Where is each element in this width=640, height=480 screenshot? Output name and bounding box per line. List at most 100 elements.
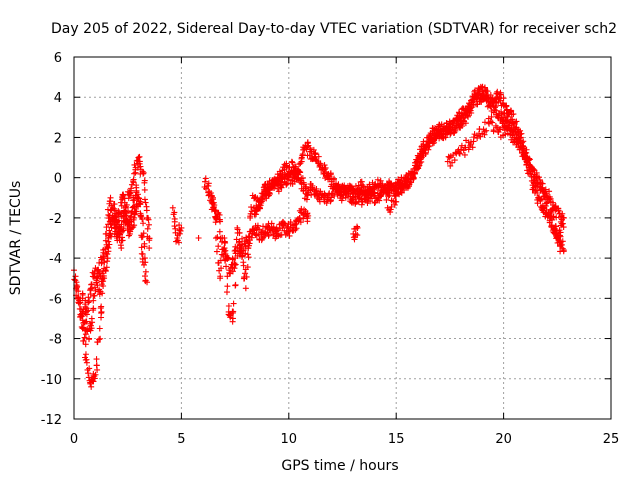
data-point (85, 299, 92, 306)
data-point (141, 196, 148, 203)
data-point (501, 122, 508, 129)
data-point (236, 230, 243, 237)
data-point (247, 228, 254, 235)
data-point (493, 107, 500, 114)
data-point (285, 228, 292, 235)
data-point (383, 196, 390, 203)
data-point (225, 303, 232, 310)
data-point (507, 131, 514, 138)
data-point (550, 213, 557, 220)
data-point (133, 208, 140, 215)
data-point (103, 264, 110, 271)
data-point (88, 281, 95, 288)
data-point (284, 223, 291, 230)
y-tick-label: 6 (54, 51, 62, 66)
data-point (243, 234, 250, 241)
data-point (141, 177, 148, 184)
data-point (94, 275, 101, 282)
data-point (90, 378, 97, 385)
data-point (232, 243, 239, 250)
data-point (359, 181, 366, 188)
data-point (97, 288, 104, 295)
data-point (474, 101, 481, 108)
y-tick-label: -8 (49, 333, 62, 348)
data-point (106, 241, 113, 248)
data-point (248, 204, 255, 211)
data-point (348, 196, 355, 203)
data-point (429, 128, 436, 135)
data-point (142, 199, 149, 206)
data-point (138, 244, 145, 251)
data-point (360, 183, 367, 190)
data-point (113, 231, 120, 238)
data-point (103, 251, 110, 258)
data-point (82, 351, 89, 358)
data-point (83, 318, 90, 325)
data-point (456, 149, 463, 156)
data-point (559, 238, 566, 245)
data-point (559, 210, 566, 217)
data-point (120, 191, 127, 198)
data-point (327, 197, 334, 204)
x-tick-label: 25 (603, 432, 620, 447)
data-point (304, 210, 311, 217)
data-point (142, 273, 149, 280)
data-point (560, 224, 567, 231)
data-point (229, 268, 236, 275)
data-point (455, 109, 462, 116)
data-point (465, 146, 472, 153)
x-axis-label: GPS time / hours (281, 458, 398, 474)
data-point (134, 195, 141, 202)
data-point (516, 146, 523, 153)
data-point (379, 181, 386, 188)
chart-title: Day 205 of 2022, Sidereal Day-to-day VTE… (51, 21, 617, 37)
data-point (416, 155, 423, 162)
data-point (105, 245, 112, 252)
data-point (115, 217, 122, 224)
data-point (330, 176, 337, 183)
data-point (468, 101, 475, 108)
data-point (534, 189, 541, 196)
y-tick-label: -6 (49, 292, 62, 307)
data-point (131, 170, 138, 177)
data-point (435, 123, 442, 130)
data-point (520, 138, 527, 145)
data-point (522, 150, 529, 157)
data-point (537, 179, 544, 186)
data-point (447, 131, 454, 138)
data-point (289, 177, 296, 184)
data-point (224, 283, 231, 290)
data-point (132, 169, 139, 176)
data-point (306, 152, 313, 159)
data-point (242, 285, 249, 292)
data-point (526, 155, 533, 162)
data-point (447, 162, 454, 169)
data-point (391, 201, 398, 208)
grid (74, 57, 611, 419)
data-point (510, 111, 517, 118)
data-point (72, 273, 79, 280)
data-point (374, 176, 381, 183)
data-point (552, 223, 559, 230)
data-point (213, 248, 220, 255)
data-point (495, 129, 502, 136)
data-point (286, 232, 293, 239)
data-point (146, 235, 153, 242)
data-point (141, 186, 148, 193)
data-point (91, 292, 98, 299)
data-point (75, 288, 82, 295)
data-point (122, 204, 129, 211)
data-point (354, 224, 361, 231)
data-point (127, 187, 134, 194)
data-point (80, 320, 87, 327)
data-point (513, 118, 520, 125)
data-point (261, 183, 268, 190)
data-point (135, 154, 142, 161)
data-point (519, 139, 526, 146)
data-point (328, 181, 335, 188)
data-point (98, 260, 105, 267)
data-point (526, 156, 533, 163)
data-point (457, 146, 464, 153)
data-point (94, 282, 101, 289)
y-tick-label: 0 (54, 172, 62, 187)
